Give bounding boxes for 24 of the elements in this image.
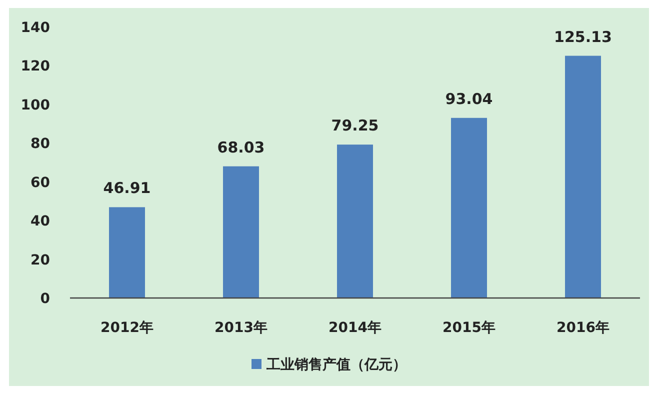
y-tick-label: 80 [30, 136, 50, 152]
x-tick-label: 2012年 [100, 320, 154, 336]
data-label: 46.91 [103, 179, 151, 198]
bar [337, 144, 373, 298]
x-tick-label: 2015年 [442, 320, 496, 336]
bar [565, 56, 601, 298]
legend-label: 工业销售产值（亿元） [266, 356, 406, 373]
bar [223, 166, 259, 298]
bar [109, 207, 145, 298]
y-tick-label: 20 [30, 252, 50, 268]
data-label: 68.03 [217, 138, 265, 156]
y-tick-label: 140 [20, 20, 50, 36]
y-tick-label: 60 [30, 174, 50, 191]
y-tick-label: 100 [20, 97, 50, 114]
x-tick-label: 2014年 [328, 320, 382, 336]
x-tick-label: 2016年 [556, 320, 610, 336]
bar [451, 118, 487, 298]
y-tick-label: 120 [20, 58, 50, 75]
x-tick-label: 2013年 [214, 320, 268, 336]
data-label: 79.25 [331, 116, 379, 135]
y-tick-label: 40 [30, 214, 50, 230]
data-label: 93.04 [445, 90, 493, 108]
data-label: 125.13 [554, 28, 612, 46]
y-tick-label: 0 [40, 291, 50, 307]
